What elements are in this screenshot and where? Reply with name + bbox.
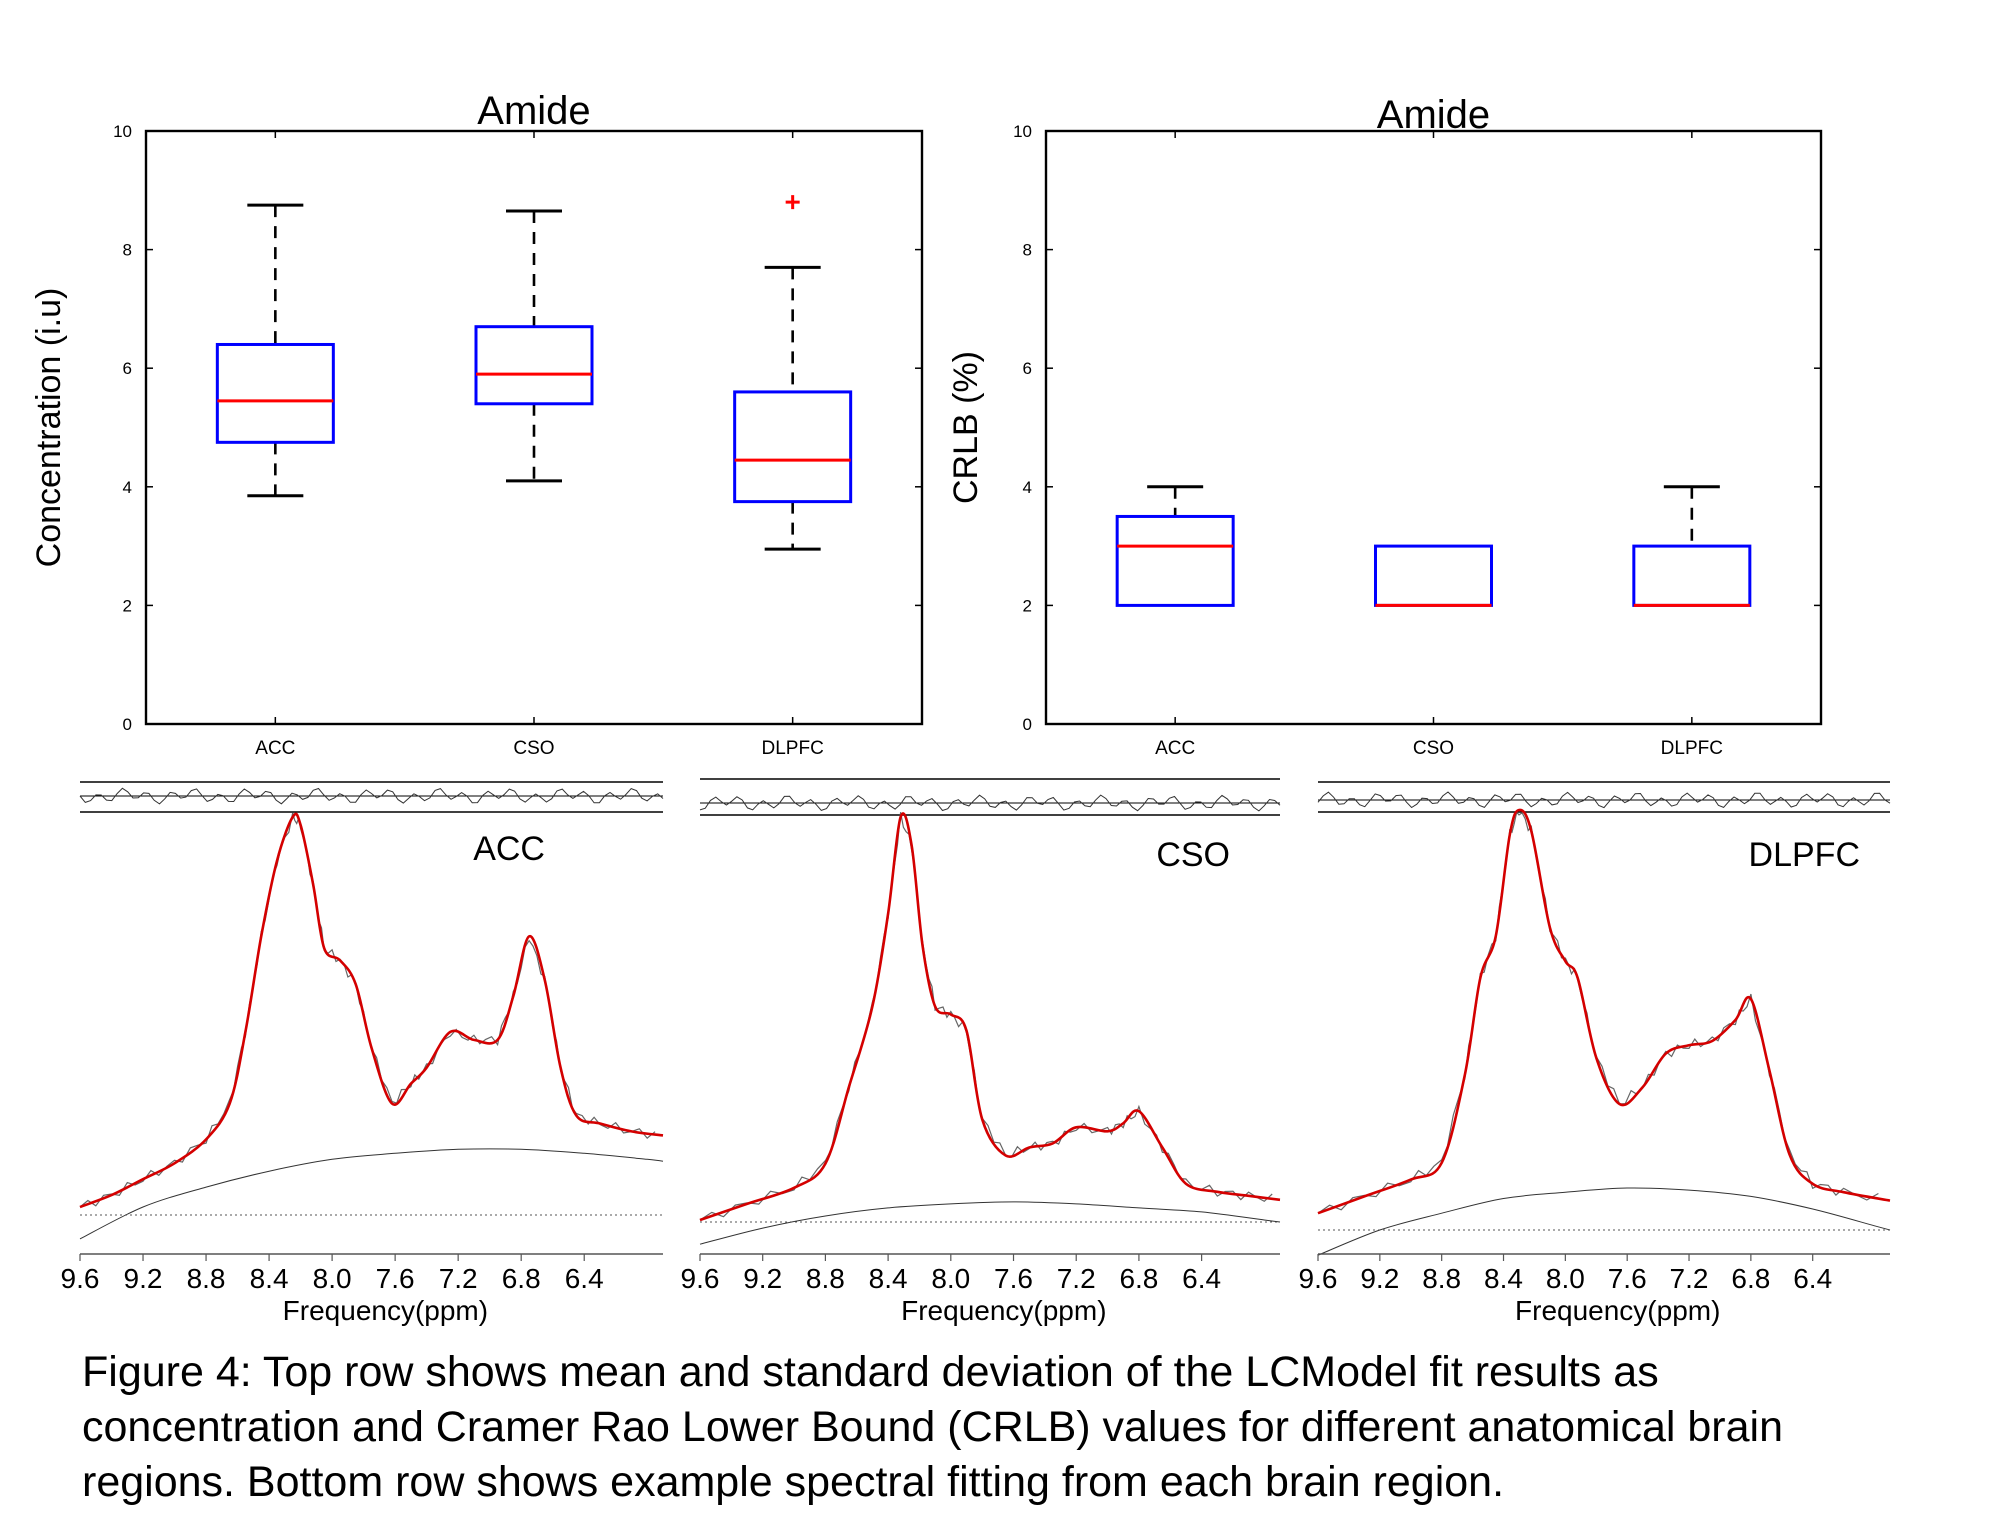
y-tick-label: 0 <box>123 715 132 734</box>
fit-curve <box>79 812 664 1209</box>
x-tick-label: ACC <box>255 738 295 759</box>
x-tick-label: 7.6 <box>1608 1263 1647 1294</box>
iqr-box <box>1632 544 1752 607</box>
chart-title: Amide <box>477 89 590 133</box>
y-tick-label: 6 <box>123 359 132 378</box>
x-tick-label: 6.4 <box>1793 1263 1832 1294</box>
fit-curve <box>1317 808 1891 1215</box>
baseline-curve <box>699 1201 1281 1245</box>
fit-curve <box>699 812 1281 1222</box>
y-axis-label: CRLB (%) <box>947 351 985 504</box>
spectrum-panel-dlpfc: 9.6 9.2 8.8 8.4 8.0 7.6 7.2 6.8 6.4 Frequency(ppm… <box>1299 781 1891 1326</box>
y-tick-label: 10 <box>113 122 132 141</box>
x-tick-label: 9.6 <box>681 1263 720 1294</box>
x-axis-label: Frequency(ppm) <box>901 1295 1106 1326</box>
iqr-box <box>215 342 335 444</box>
chart-title: Amide <box>1377 93 1490 137</box>
y-axis-label: Concentration (i.u) <box>30 288 68 568</box>
y-tick-label: 8 <box>1023 241 1032 260</box>
x-tick-label: 6.4 <box>1182 1263 1221 1294</box>
y-tick-label: 0 <box>1023 715 1032 734</box>
x-tick-label: CSO <box>1413 738 1454 759</box>
residual-trace <box>1317 791 1891 809</box>
boxplot-2: 0 2 4 6 8 10 ACC CSO DLPFC Amide CRLB (%) <box>947 93 1823 759</box>
region-label: ACC <box>473 830 545 868</box>
y-tick-label: 6 <box>1023 359 1032 378</box>
spectrum-panel-acc: 9.6 9.2 8.8 8.4 8.0 7.6 7.2 6.8 6.4 Frequency(ppm… <box>61 781 664 1326</box>
x-tick-label: 8.8 <box>806 1263 845 1294</box>
baseline-curve <box>79 1148 664 1240</box>
x-tick-label: 7.2 <box>439 1263 478 1294</box>
region-label: CSO <box>1156 836 1230 874</box>
y-tick-label: 2 <box>123 596 132 615</box>
x-tick-label: 8.8 <box>187 1263 226 1294</box>
x-tick-label: 9.6 <box>61 1263 100 1294</box>
x-tick-label: 8.8 <box>1422 1263 1461 1294</box>
x-tick-label: 9.2 <box>743 1263 782 1294</box>
x-tick-label: 6.8 <box>1119 1263 1158 1294</box>
spectrum-panel-cso: 9.6 9.2 8.8 8.4 8.0 7.6 7.2 6.8 6.4 Frequency(ppm… <box>681 778 1281 1326</box>
iqr-box <box>1115 514 1235 607</box>
x-tick-label: 8.4 <box>869 1263 908 1294</box>
x-tick-label: 8.4 <box>1484 1263 1523 1294</box>
y-tick-label: 4 <box>1023 478 1032 497</box>
x-tick-label: 6.8 <box>1731 1263 1770 1294</box>
x-tick-label: 8.4 <box>250 1263 289 1294</box>
plot-frame <box>1044 129 1823 726</box>
x-axis-label: Frequency(ppm) <box>1515 1295 1720 1326</box>
iqr-box <box>1374 544 1493 607</box>
x-tick-label: ACC <box>1155 738 1195 759</box>
x-tick-label: 8.0 <box>313 1263 352 1294</box>
y-tick-label: 2 <box>1023 596 1032 615</box>
baseline-curve <box>1317 1187 1891 1256</box>
x-tick-label: 7.2 <box>1057 1263 1096 1294</box>
y-tick-label: 8 <box>123 241 132 260</box>
x-tick-label: 8.0 <box>931 1263 970 1294</box>
x-tick-label: 7.6 <box>994 1263 1033 1294</box>
y-tick-label: 10 <box>1013 122 1032 141</box>
x-tick-label: CSO <box>513 738 554 759</box>
region-label: DLPFC <box>1749 836 1860 874</box>
data-trace <box>79 812 656 1208</box>
x-tick-label: DLPFC <box>762 738 824 759</box>
x-tick-label: 8.0 <box>1546 1263 1585 1294</box>
x-tick-label: 9.2 <box>124 1263 163 1294</box>
x-tick-label: DLPFC <box>1661 738 1723 759</box>
x-tick-label: 9.2 <box>1360 1263 1399 1294</box>
boxplot-1: 0 2 4 6 8 10 ACC CSO DLPFC Amide Concentration (i.… <box>30 89 924 759</box>
x-axis-label: Frequency(ppm) <box>283 1295 488 1326</box>
iqr-box <box>474 325 594 406</box>
x-tick-label: 6.4 <box>565 1263 604 1294</box>
outlier-marker <box>785 195 800 210</box>
y-tick-label: 4 <box>123 478 132 497</box>
residual-trace <box>699 794 1281 812</box>
x-tick-label: 7.6 <box>376 1263 415 1294</box>
x-tick-label: 7.2 <box>1670 1263 1709 1294</box>
x-tick-label: 6.8 <box>502 1263 541 1294</box>
figure-caption: Figure 4: Top row shows mean and standar… <box>82 1348 1783 1506</box>
iqr-box <box>733 390 853 504</box>
residual-trace <box>79 787 664 805</box>
x-tick-label: 9.6 <box>1299 1263 1338 1294</box>
